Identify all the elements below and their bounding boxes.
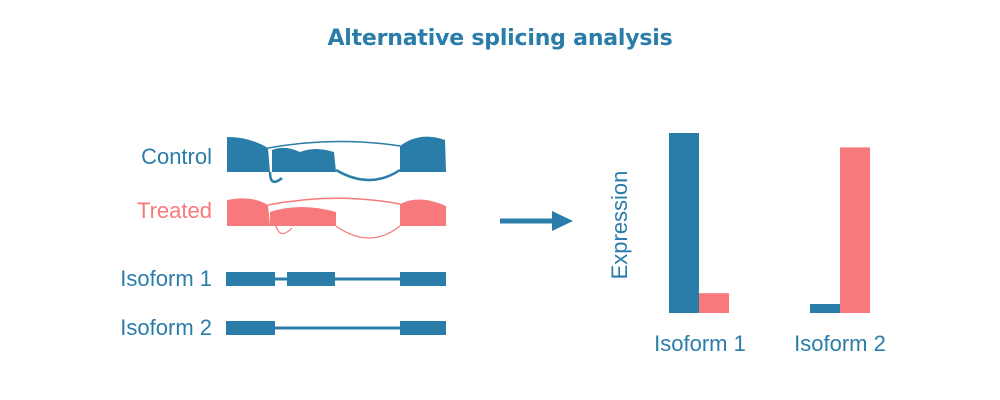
right-arrow-icon	[500, 211, 573, 231]
treated-exon-1-coverage	[227, 198, 270, 226]
control-junction-2	[335, 168, 401, 182]
treated-label: Treated	[136, 198, 212, 223]
isoform1-exon-1	[226, 272, 275, 286]
treated-junction-1	[275, 225, 293, 235]
isoform1-model	[226, 272, 446, 286]
control-junction-long	[267, 140, 401, 149]
treated-junction-2	[335, 225, 401, 239]
isoform1-exon-3	[400, 272, 446, 286]
x-tick-isoform1: Isoform 1	[654, 331, 746, 356]
treated-exon-2-coverage	[270, 207, 336, 226]
bar-isoform1-series1	[669, 133, 699, 313]
expression-bars	[669, 133, 870, 313]
bar-isoform2-series1	[810, 304, 840, 313]
bar-isoform2-series2	[840, 147, 870, 313]
control-label: Control	[141, 144, 212, 169]
bar-isoform1-series2	[699, 293, 729, 313]
control-exon-2-coverage	[272, 147, 336, 172]
x-tick-isoform2: Isoform 2	[794, 331, 886, 356]
control-coverage-track	[227, 136, 446, 184]
isoform2-model	[226, 321, 446, 335]
isoform2-exon-3	[400, 321, 446, 335]
treated-junction-long	[267, 197, 401, 206]
control-junction-1	[268, 171, 283, 184]
treated-coverage-track	[227, 197, 446, 239]
isoform2-exon-1	[226, 321, 275, 335]
chart-ylabel: Expression	[607, 170, 632, 280]
control-exon-1-coverage	[227, 137, 270, 172]
control-exon-3-coverage	[400, 136, 446, 172]
page-title: Alternative splicing analysis	[327, 26, 673, 51]
isoform2-label: Isoform 2	[120, 315, 212, 340]
isoform1-label: Isoform 1	[120, 266, 212, 291]
treated-exon-3-coverage	[400, 199, 446, 226]
isoform1-exon-2	[287, 272, 335, 286]
